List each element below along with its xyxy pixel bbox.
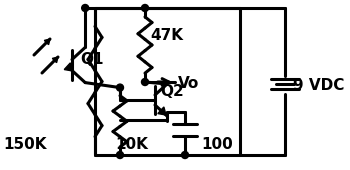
Circle shape <box>117 84 124 91</box>
Text: Q2: Q2 <box>160 84 184 99</box>
Text: 100: 100 <box>201 137 233 152</box>
Text: 47K: 47K <box>150 28 183 42</box>
Circle shape <box>82 4 89 12</box>
Polygon shape <box>64 63 72 71</box>
Circle shape <box>182 151 189 158</box>
Circle shape <box>141 79 148 86</box>
Text: Vo: Vo <box>178 76 199 91</box>
Circle shape <box>141 4 148 12</box>
Polygon shape <box>52 57 58 63</box>
Text: 10K: 10K <box>115 137 148 152</box>
Circle shape <box>117 151 124 158</box>
Text: 150K: 150K <box>3 137 47 152</box>
Text: Q1: Q1 <box>80 53 104 67</box>
Text: 9 VDC: 9 VDC <box>293 78 344 92</box>
Polygon shape <box>44 39 50 45</box>
Polygon shape <box>158 107 166 115</box>
